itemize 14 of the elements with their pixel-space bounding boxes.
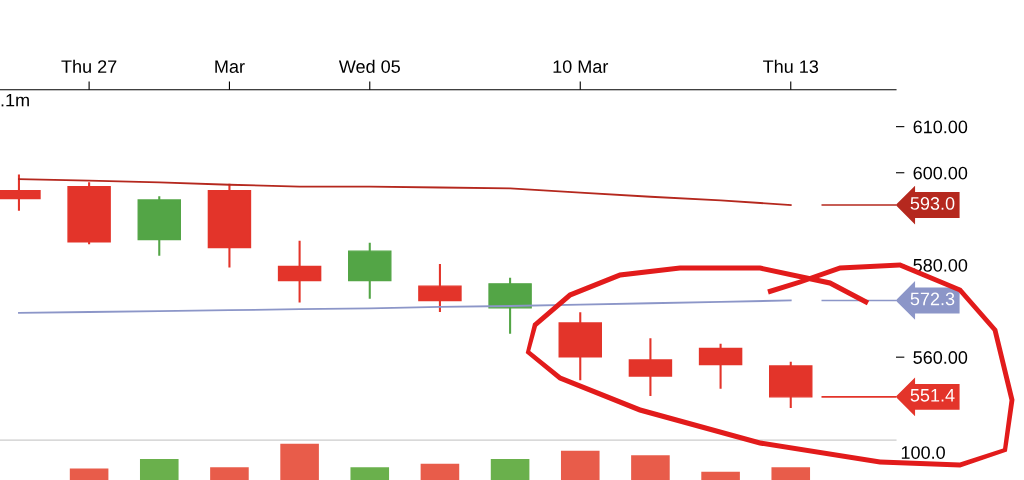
ref-line-label: 593.0	[910, 197, 955, 210]
x-tick-label: Thu 27	[61, 59, 117, 73]
ref-line-label: 551.4	[910, 389, 955, 402]
x-tick-label: Wed 05	[338, 59, 400, 73]
y-tick-label: 580.00	[913, 258, 968, 272]
y-tick-label: 600.00	[913, 166, 968, 180]
y-tick-label: 560.00	[913, 351, 968, 364]
x-tick-label: Mar	[215, 60, 245, 73]
x-tick-label: 10 Mar	[553, 60, 609, 73]
x-tick-label: Thu 13	[763, 59, 819, 73]
ref-line-label: 572.3	[910, 292, 955, 306]
text: 100.0	[901, 446, 945, 459]
annotation: .1m	[1, 93, 29, 107]
y-tick-label: 610.00	[913, 120, 968, 134]
